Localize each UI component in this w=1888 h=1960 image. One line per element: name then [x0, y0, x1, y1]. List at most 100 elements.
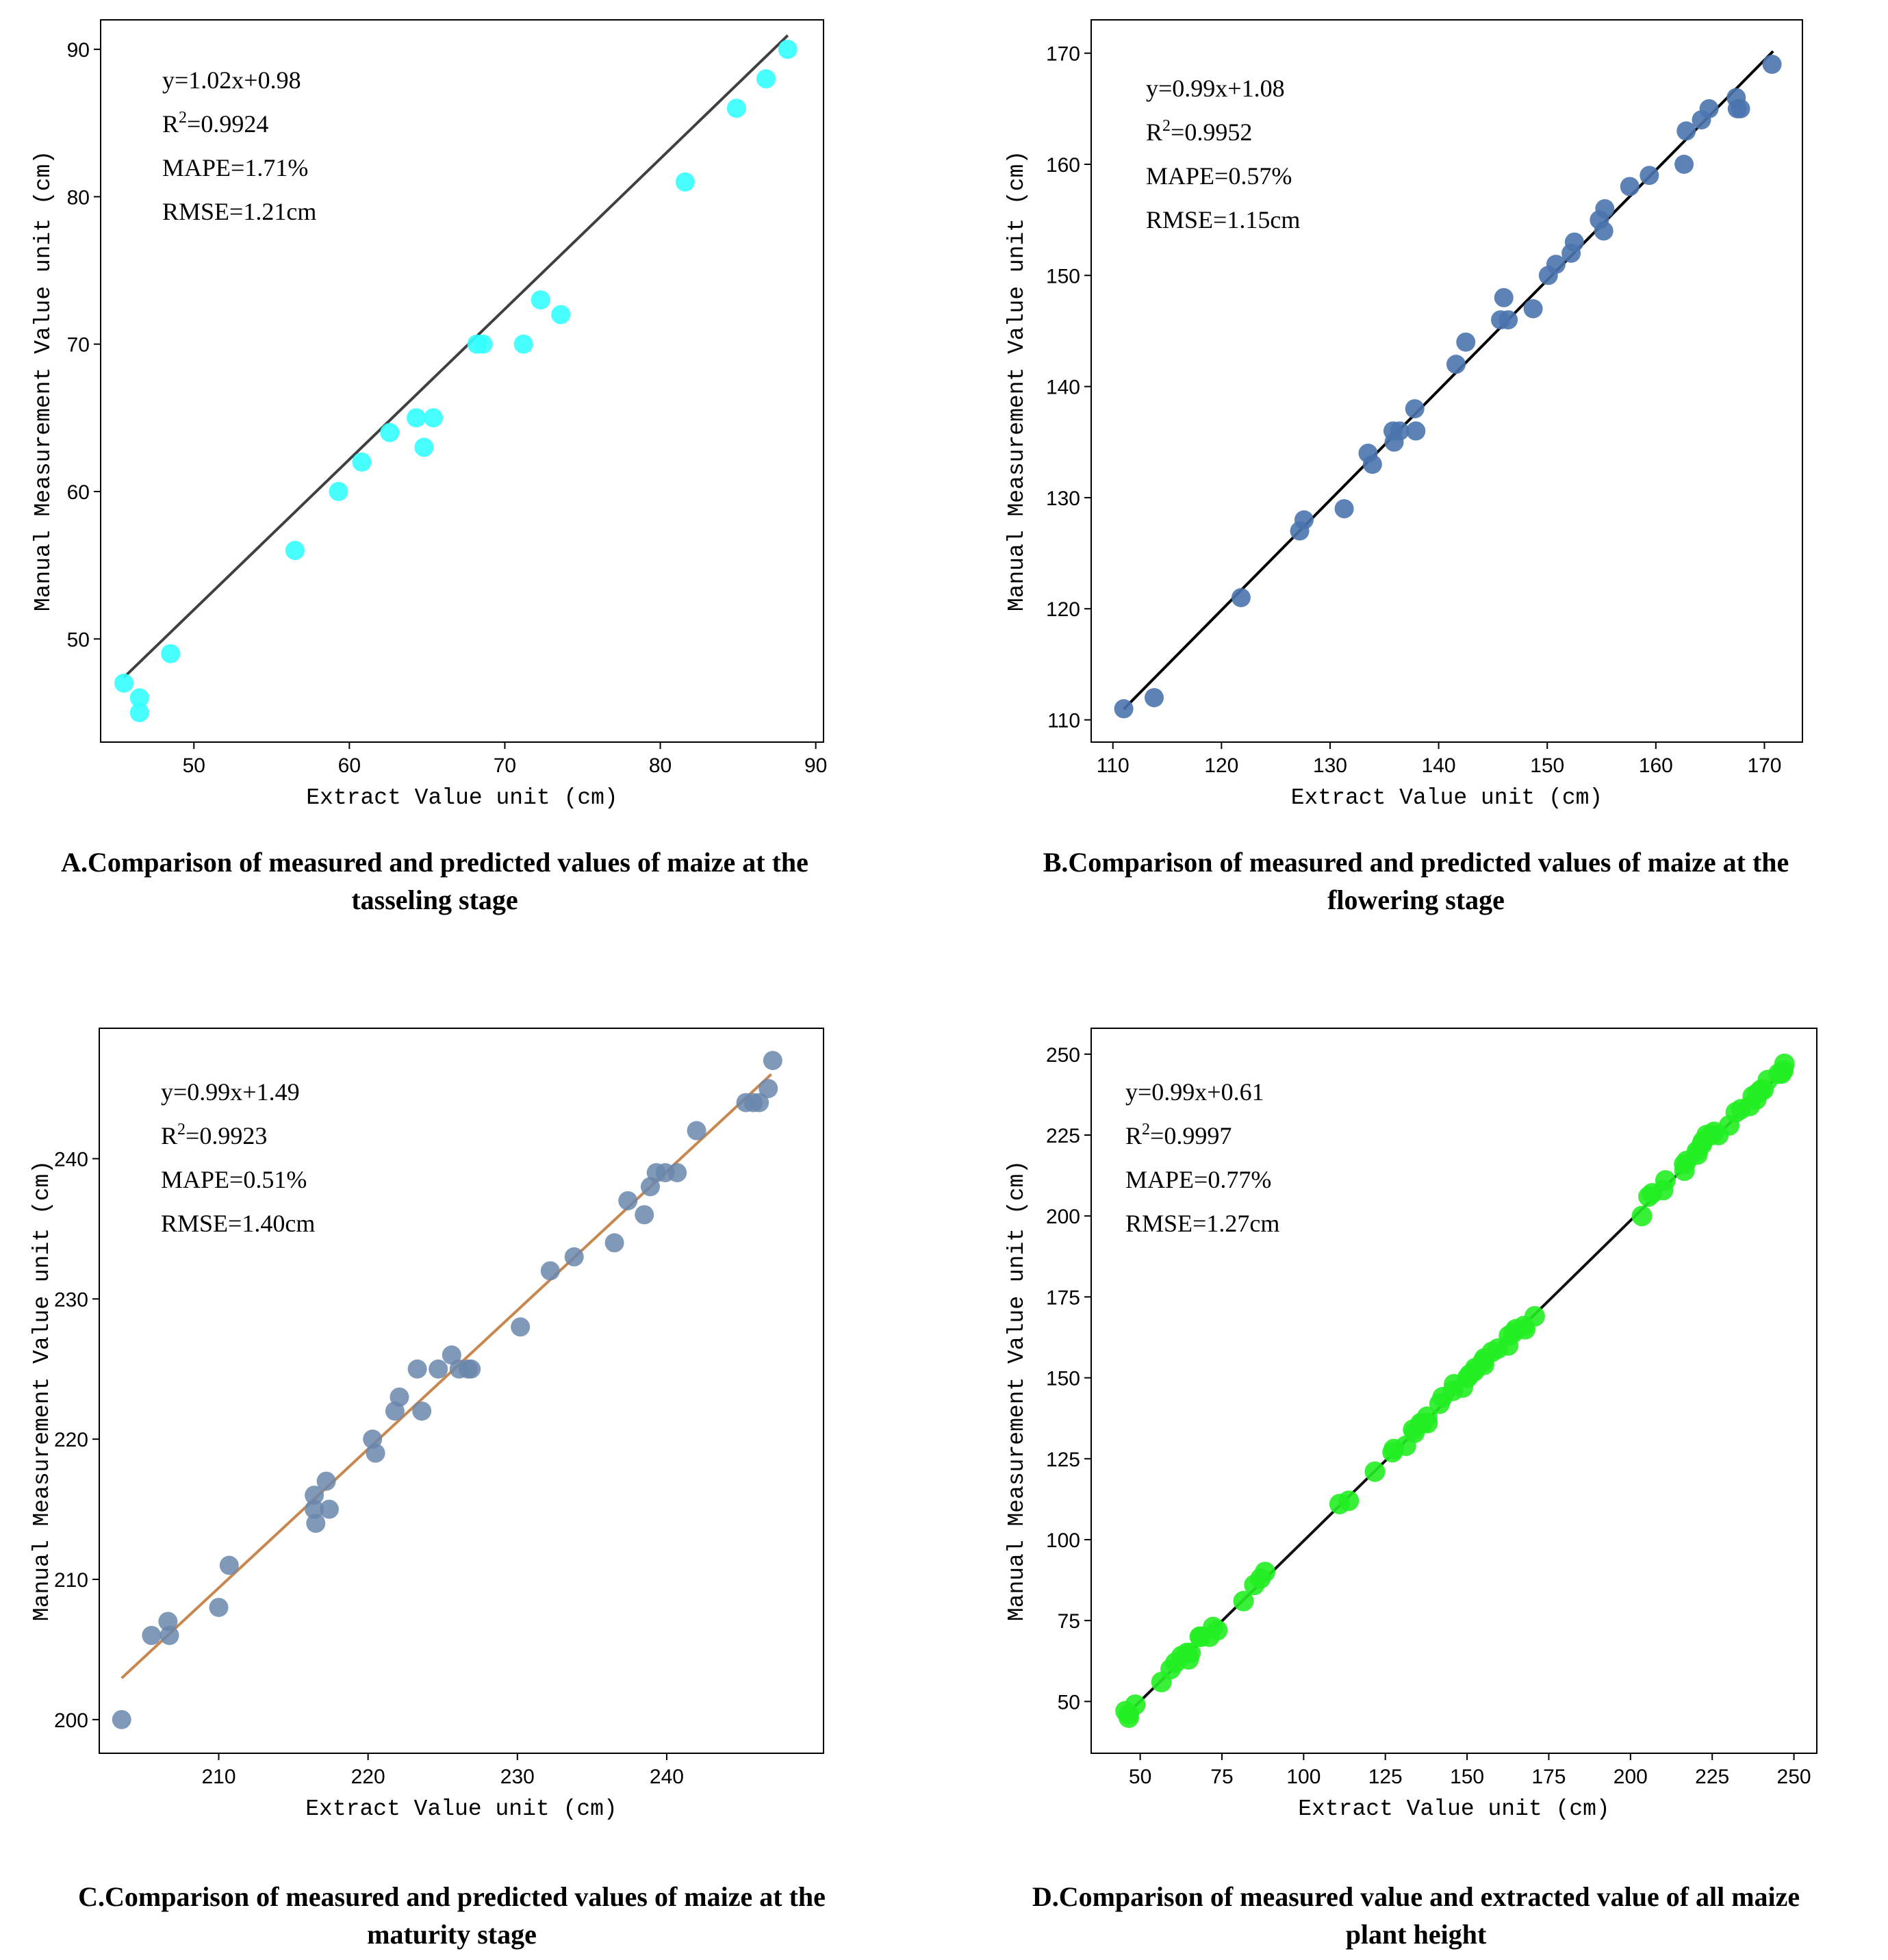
y-tick-label: 110	[1047, 710, 1080, 733]
x-tick-label: 60	[338, 754, 361, 777]
panel-c: 210 220 230 240 200 210 220 230 240 Extract Value…	[0, 1000, 944, 1960]
x-tick-label: 90	[804, 754, 827, 777]
r-squared: R2=0.9997	[1125, 1121, 1232, 1149]
y-axis-label: Manual Measurement Value unit (cm)	[1004, 1160, 1030, 1621]
data-point	[160, 1625, 179, 1645]
plot-frame	[1090, 1028, 1817, 1754]
x-tick-label: 200	[1613, 1766, 1648, 1788]
data-point	[1338, 1490, 1360, 1512]
data-point	[112, 1709, 131, 1729]
mape: MAPE=0.77%	[1125, 1166, 1271, 1193]
rmse: RMSE=1.40cm	[161, 1210, 315, 1237]
y-tick-label: 210	[54, 1569, 88, 1592]
data-point	[778, 40, 798, 60]
y-tick-label: 125	[1046, 1449, 1080, 1471]
data-point	[551, 305, 571, 324]
data-point	[1655, 1170, 1676, 1191]
data-point	[129, 688, 149, 708]
x-axis-label: Extract Value unit (cm)	[1291, 785, 1603, 811]
y-tick-label: 130	[1046, 487, 1080, 510]
caption-b-line2: flowering stage	[1327, 884, 1505, 915]
data-point	[1674, 155, 1694, 174]
y-tick-label: 230	[54, 1288, 88, 1311]
y-tick-label: 120	[1046, 598, 1080, 621]
data-point	[1498, 310, 1518, 330]
caption-a-line1: A.Comparison of measured and predicted v…	[61, 847, 808, 878]
data-point	[1145, 688, 1164, 708]
data-point	[1362, 455, 1382, 474]
data-point	[412, 1401, 432, 1421]
mape: MAPE=0.51%	[161, 1166, 307, 1193]
data-point	[1405, 399, 1425, 419]
caption-a-line2: tasseling stage	[351, 884, 518, 915]
rmse: RMSE=1.15cm	[1146, 206, 1300, 233]
data-point	[1546, 255, 1566, 275]
fit-equation: y=0.99x+1.49	[161, 1078, 300, 1106]
data-point	[1731, 99, 1750, 118]
caption-c: C.Comparison of measured and predicted v…	[0, 1878, 904, 1953]
data-point	[407, 408, 426, 428]
fit-equation: y=0.99x+0.61	[1125, 1078, 1264, 1106]
data-point	[1631, 1206, 1653, 1227]
data-point	[352, 452, 372, 472]
caption-b-line1: B.Comparison of measured and predicted v…	[1043, 847, 1789, 878]
data-point	[618, 1191, 638, 1210]
data-point	[511, 1317, 531, 1337]
y-tick-label: 250	[1046, 1044, 1080, 1067]
fit-equation: y=1.02x+0.98	[162, 66, 301, 94]
x-tick-label: 220	[351, 1766, 385, 1788]
chart-d: 50 75 100 125 150 175 200 225 250 50 75 100 125 150 17…	[1004, 1028, 1817, 1822]
data-point	[1180, 1642, 1201, 1664]
data-point	[1114, 699, 1134, 719]
fit-equation: y=0.99x+1.08	[1146, 75, 1285, 102]
panel-a: 50 60 70 80 90 50 60 70 80 90 Extract Value unit (…	[0, 0, 944, 958]
y-axis-label: Manual Measurement Value unit (cm)	[29, 1160, 55, 1621]
data-point	[407, 1359, 427, 1379]
data-point	[1446, 355, 1466, 374]
y-axis-label: Manual Measurement Value unit (cm)	[31, 151, 56, 611]
x-tick-label: 240	[650, 1766, 684, 1788]
x-tick-label: 150	[1450, 1766, 1484, 1788]
data-point	[635, 1205, 654, 1225]
panel-b: 110 120 130 140 150 160 170 110 120 130 140 150 160 1…	[944, 0, 1888, 958]
data-point	[1294, 510, 1314, 530]
plot-frame	[1090, 19, 1803, 743]
data-point	[758, 1079, 778, 1099]
mape: MAPE=0.57%	[1146, 162, 1292, 190]
y-tick-label: 80	[67, 186, 90, 209]
x-tick-label: 160	[1639, 754, 1673, 777]
data-point	[1456, 332, 1476, 352]
fit-line	[1123, 50, 1774, 711]
x-axis-label: Extract Value unit (cm)	[1298, 1796, 1609, 1822]
r-squared: R2=0.9952	[1146, 117, 1252, 146]
fit-line	[123, 34, 789, 678]
y-tick-label: 140	[1046, 377, 1080, 399]
data-point	[750, 1093, 769, 1112]
x-tick-label: 75	[1210, 1766, 1233, 1788]
r-squared: R2=0.9923	[161, 1121, 267, 1149]
data-point	[414, 437, 434, 457]
data-point	[209, 1597, 229, 1617]
data-point	[1640, 166, 1659, 186]
data-point	[429, 1359, 448, 1379]
rmse: RMSE=1.21cm	[162, 198, 316, 225]
x-tick-label: 230	[500, 1766, 535, 1788]
x-axis-label: Extract Value unit (cm)	[305, 1796, 617, 1822]
data-point	[1595, 199, 1615, 218]
data-point	[461, 1359, 481, 1379]
x-tick-label: 210	[201, 1766, 235, 1788]
data-point	[667, 1162, 687, 1182]
data-point	[114, 673, 134, 693]
data-point	[1231, 588, 1251, 607]
x-tick-label: 225	[1695, 1766, 1729, 1788]
data-point	[675, 172, 695, 192]
data-point	[687, 1121, 706, 1141]
data-point	[380, 422, 400, 442]
x-tick-label: 170	[1747, 754, 1781, 777]
data-point	[756, 69, 776, 89]
x-tick-label: 110	[1097, 754, 1130, 777]
data-point	[1620, 177, 1640, 196]
mape: MAPE=1.71%	[162, 154, 308, 181]
data-point	[726, 99, 746, 118]
y-tick-label: 240	[54, 1148, 88, 1171]
